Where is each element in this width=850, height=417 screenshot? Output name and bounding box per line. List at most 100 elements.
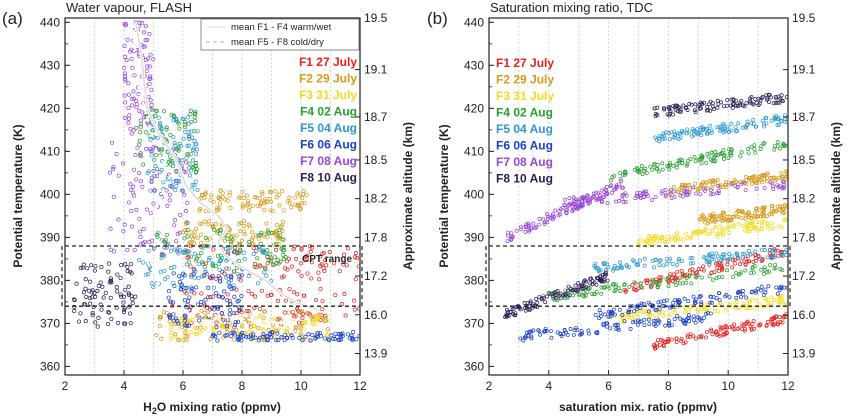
data-point <box>529 334 534 339</box>
data-point <box>714 258 719 263</box>
data-point <box>81 290 87 295</box>
data-point <box>318 254 323 259</box>
data-point <box>721 212 726 217</box>
data-point <box>566 284 571 289</box>
data-point <box>581 293 586 298</box>
data-point <box>213 331 218 336</box>
data-point <box>272 328 277 333</box>
data-point <box>310 333 315 338</box>
data-point <box>195 313 200 318</box>
data-point <box>153 152 158 157</box>
data-point <box>707 231 712 236</box>
data-point <box>653 346 658 351</box>
data-point <box>726 156 731 161</box>
data-point <box>214 320 219 325</box>
data-point <box>93 264 98 269</box>
data-point <box>131 96 136 101</box>
data-point <box>228 321 233 326</box>
data-point <box>175 249 180 254</box>
legend-warm-label: mean F1 - F4 warm/wet <box>231 22 332 33</box>
data-point <box>154 173 160 178</box>
data-point <box>534 224 539 229</box>
data-point <box>192 291 197 296</box>
data-point <box>690 127 695 132</box>
data-point <box>590 282 595 287</box>
data-point <box>90 313 95 318</box>
data-point <box>174 239 179 244</box>
data-point <box>743 213 748 218</box>
data-point <box>259 201 264 206</box>
data-point <box>751 178 756 183</box>
data-point <box>687 273 692 278</box>
data-point <box>622 282 627 287</box>
data-point <box>165 241 170 246</box>
data-point <box>763 290 768 295</box>
data-point <box>770 322 775 327</box>
data-point <box>108 278 113 283</box>
data-point <box>697 334 702 339</box>
data-point <box>752 143 757 148</box>
data-point <box>714 125 719 130</box>
data-point <box>601 323 606 328</box>
data-point <box>750 175 755 180</box>
y2-tick-label: 17.2 <box>364 269 388 283</box>
data-point <box>225 236 230 241</box>
data-point <box>558 296 563 301</box>
data-point <box>193 331 198 336</box>
data-point <box>582 278 587 283</box>
data-point <box>260 192 265 197</box>
data-point <box>761 205 766 210</box>
data-point <box>322 336 327 341</box>
data-point <box>129 131 134 136</box>
data-point <box>664 262 669 266</box>
data-point <box>241 250 246 255</box>
data-point <box>728 217 733 222</box>
data-point <box>541 296 546 301</box>
data-point <box>262 232 267 237</box>
data-point <box>635 311 640 316</box>
data-point <box>145 37 150 43</box>
data-point <box>143 272 148 277</box>
data-point <box>280 237 285 243</box>
data-point <box>329 333 334 338</box>
data-point <box>189 129 194 134</box>
data-point <box>760 247 764 252</box>
data-point <box>581 287 586 291</box>
data-point <box>119 294 124 299</box>
data-point <box>677 132 682 137</box>
data-point <box>303 320 308 325</box>
data-point <box>679 186 684 191</box>
data-point <box>765 179 769 184</box>
data-point <box>356 264 360 269</box>
data-point <box>186 255 191 260</box>
data-point <box>215 207 220 212</box>
data-point <box>302 201 307 206</box>
data-point <box>748 299 752 304</box>
data-point <box>650 258 655 263</box>
data-point <box>513 311 518 316</box>
data-point <box>327 249 332 255</box>
data-point <box>291 317 296 322</box>
data-point <box>599 200 604 205</box>
data-point <box>251 241 256 247</box>
data-point <box>676 235 680 240</box>
data-point <box>671 307 676 312</box>
y2-tick-label: 13.9 <box>792 346 816 360</box>
data-point <box>720 268 724 273</box>
data-point <box>72 308 77 314</box>
data-point <box>268 331 273 336</box>
data-point <box>201 302 207 307</box>
data-point <box>354 337 359 342</box>
y2-tick-label: 19.1 <box>364 63 388 77</box>
data-point <box>768 95 773 100</box>
data-point <box>747 100 752 105</box>
data-point <box>194 169 199 174</box>
data-point <box>267 196 272 201</box>
data-point <box>285 199 290 204</box>
data-point <box>321 266 326 271</box>
data-point <box>151 168 156 173</box>
data-point <box>772 255 777 260</box>
data-point <box>202 195 207 200</box>
data-point <box>775 117 780 122</box>
flight-legend-label: F5 04 Aug <box>300 121 357 135</box>
